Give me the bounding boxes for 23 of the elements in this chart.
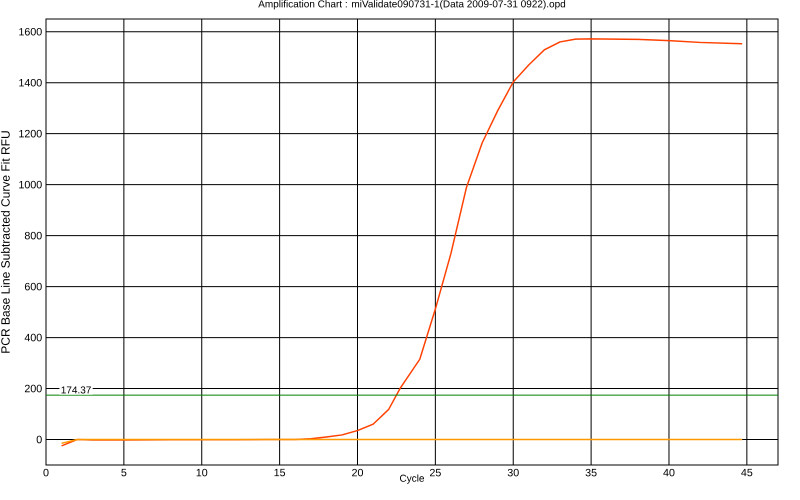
- x-tick-label: 10: [196, 468, 208, 476]
- y-tick-label: 400: [24, 334, 42, 342]
- x-tick-label: 15: [274, 468, 286, 476]
- y-tick-label: 1000: [19, 180, 42, 188]
- x-tick-label: 35: [586, 468, 597, 476]
- chart-title: Amplification Chart : miValidate090731-1(Data 2009-07-31 0922).opd: [258, 0, 566, 10]
- y-tick-label: 0: [36, 436, 42, 444]
- x-tick-label: 20: [352, 468, 364, 476]
- y-tick-label: 800: [24, 232, 42, 240]
- x-axis-title: Cycle: [400, 474, 424, 484]
- y-tick-label: 1600: [19, 28, 42, 36]
- y-tick-label: 600: [24, 282, 42, 290]
- y-tick-label: 1400: [19, 78, 42, 86]
- x-tick-label: 45: [741, 468, 752, 476]
- y-axis-title: PCR Base Line Subtracted Curve Fit RFU: [0, 131, 10, 353]
- y-tick-label: 200: [24, 384, 42, 392]
- x-tick-label: 30: [508, 468, 519, 476]
- ref-line-label: 174.37: [62, 386, 91, 394]
- x-tick-label: 25: [430, 468, 441, 476]
- y-tick-label: 1200: [19, 130, 42, 138]
- x-tick-label: 5: [121, 468, 126, 476]
- x-tick-label: 40: [663, 468, 674, 476]
- x-tick-label: 0: [43, 468, 49, 476]
